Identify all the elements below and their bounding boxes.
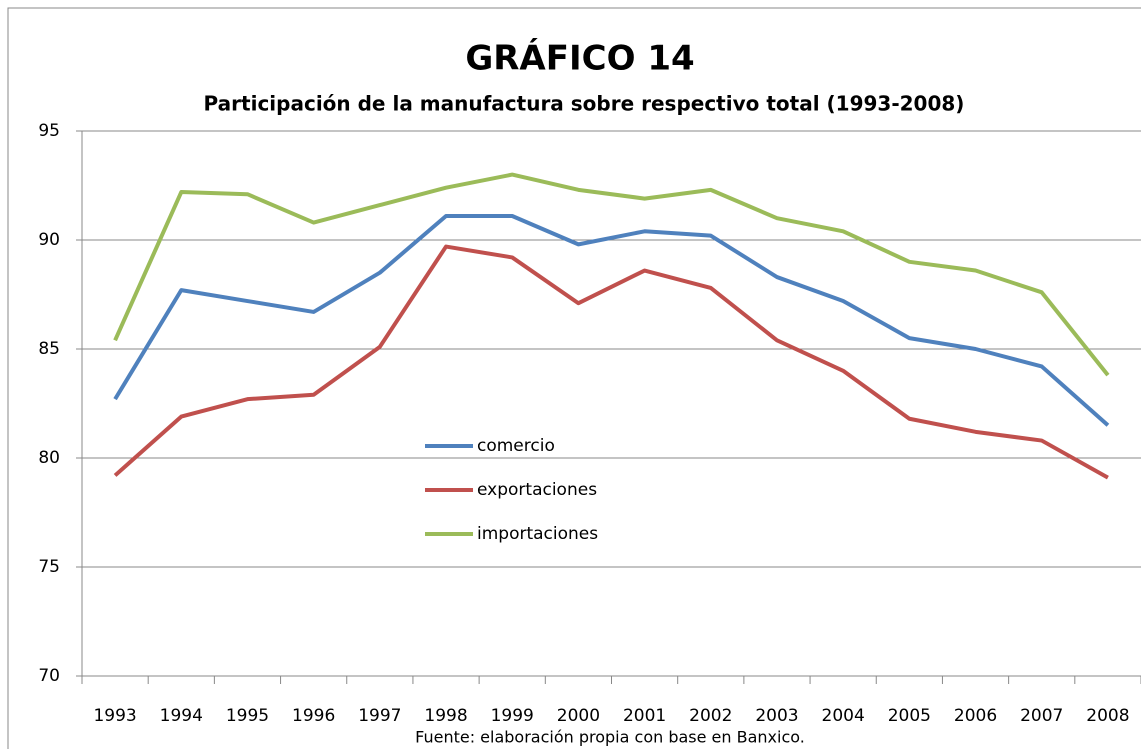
y-tick-label: 80: [38, 448, 60, 468]
y-tick-label: 75: [38, 557, 60, 577]
data-line: [113, 172, 1110, 377]
x-tick-label: 1999: [491, 706, 534, 726]
x-tick-label: 1996: [292, 706, 335, 726]
x-tick-label: 2003: [755, 706, 798, 726]
chart-title: GRÁFICO 14: [465, 38, 694, 79]
x-tick-label: 2001: [623, 706, 666, 726]
chart-border: [7, 7, 1141, 749]
x-tick-label: 2008: [1086, 706, 1129, 726]
x-tick-label: 1997: [358, 706, 401, 726]
x-tick-label: 2000: [557, 706, 600, 726]
x-tick-label: 2007: [1020, 706, 1063, 726]
x-tick-label: 2006: [954, 706, 997, 726]
source-note: Fuente: elaboración propia con base en B…: [415, 728, 805, 747]
x-tick-label: 1994: [160, 706, 203, 726]
legend-label: exportaciones: [477, 480, 597, 500]
x-tick-label: 1993: [93, 706, 136, 726]
data-line: [113, 244, 1109, 480]
data-line: [113, 214, 1110, 427]
y-tick-label: 95: [38, 121, 60, 141]
x-tick-label: 2005: [888, 706, 931, 726]
x-tick-label: 1998: [424, 706, 467, 726]
y-tick-label: 85: [38, 339, 60, 359]
chart-subtitle: Participación de la manufactura sobre re…: [204, 92, 965, 116]
legend-label: comercio: [477, 436, 555, 456]
x-tick-label: 2002: [689, 706, 732, 726]
x-tick-label: 1995: [226, 706, 269, 726]
legend-label: importaciones: [477, 524, 598, 544]
y-tick-label: 70: [38, 666, 60, 686]
x-tick-label: 2004: [822, 706, 865, 726]
y-tick-label: 90: [38, 230, 60, 250]
